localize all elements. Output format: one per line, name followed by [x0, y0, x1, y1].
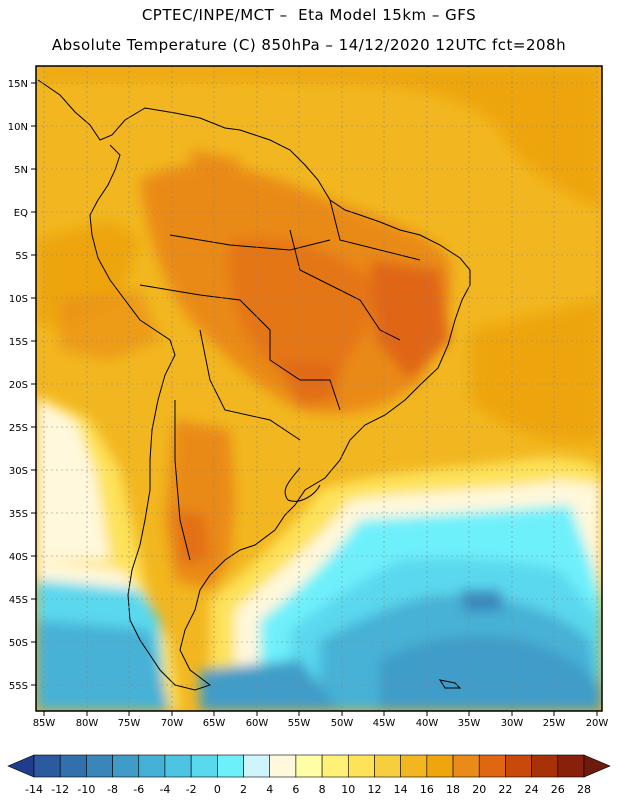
colorbar-cell [478, 754, 506, 778]
colorbar-low-arrow [7, 754, 35, 778]
lon-label: 55W [288, 718, 311, 729]
lat-label: 25S [9, 423, 28, 434]
colorbar-label: 6 [292, 783, 299, 796]
colorbar-label: -14 [25, 783, 43, 796]
colorbar-cell [426, 754, 454, 778]
lat-label: 10S [9, 294, 28, 305]
lat-label: 55S [9, 681, 28, 692]
axis-ticks [31, 82, 598, 716]
colorbar-cell [86, 754, 113, 778]
graticule [36, 66, 602, 711]
colorbar-label: -10 [77, 783, 95, 796]
colorbar-cell [138, 754, 166, 778]
lon-label: 40W [416, 718, 439, 729]
lat-label: 45S [9, 595, 28, 606]
temperature-field [36, 66, 602, 711]
lat-label: 50S [9, 638, 28, 649]
colorbar-cell [347, 754, 375, 778]
colorbar-label: 24 [525, 783, 539, 796]
lat-label: EQ [14, 208, 28, 219]
map-frame [35, 65, 603, 712]
lon-label: 60W [246, 718, 269, 729]
colorbar-cell [190, 754, 218, 778]
colorbar-label: 28 [577, 783, 591, 796]
lat-label: 20S [9, 380, 28, 391]
colorbar-cell [531, 754, 559, 778]
colorbar-cell [321, 754, 349, 778]
lat-label: 40S [9, 552, 28, 563]
title-line-2: Absolute Temperature (C) 850hPa – 14/12/… [51, 36, 567, 54]
colorbar-cell [217, 754, 244, 778]
lon-label: 70W [161, 718, 184, 729]
colorbar-cell [400, 754, 428, 778]
colorbar-cell [374, 754, 401, 778]
lon-label: 85W [33, 718, 56, 729]
colorbar-label: -12 [51, 783, 69, 796]
colorbar-label: 10 [341, 783, 355, 796]
colorbar-cell [112, 754, 140, 778]
coastline [37, 79, 471, 691]
colorbar-label: 8 [319, 783, 326, 796]
colorbar-cell [164, 754, 192, 778]
lon-label: 80W [76, 718, 99, 729]
colorbar-label: -6 [133, 783, 144, 796]
lat-label: 30S [9, 466, 28, 477]
colorbar-cell [269, 754, 297, 778]
colorbar-label: -4 [159, 783, 170, 796]
longitude-labels: 85W 80W 75W 70W 65W 60W 55W 50W 45W 40W … [33, 718, 609, 729]
colorbar-label: 18 [446, 783, 460, 796]
colorbar-cell [557, 754, 585, 778]
colorbar: -14 -12 -10 -8 -6 -4 -2 0 2 4 6 8 10 12 14 16 18 20 22 24 26… [7, 754, 611, 796]
colorbar-label: 26 [551, 783, 565, 796]
colorbar-label: 2 [240, 783, 247, 796]
lat-label: 15N [8, 79, 28, 90]
colorbar-label: 14 [394, 783, 408, 796]
colorbar-cell [505, 754, 532, 778]
lon-label: 50W [331, 718, 354, 729]
title-line-1: CPTEC/INPE/MCT – Eta Model 15km – GFS [141, 6, 477, 24]
colorbar-label: 16 [420, 783, 434, 796]
lon-label: 25W [543, 718, 566, 729]
colorbar-cell [33, 754, 61, 778]
colorbar-label: -2 [186, 783, 197, 796]
colorbar-cell [295, 754, 323, 778]
colorbar-cell [59, 754, 87, 778]
colorbar-label: 0 [214, 783, 221, 796]
lat-label: 10N [8, 122, 28, 133]
colorbar-label: -8 [107, 783, 118, 796]
lat-label: 5S [15, 251, 28, 262]
colorbar-label: 22 [498, 783, 512, 796]
lon-label: 30W [501, 718, 524, 729]
lon-label: 20W [586, 718, 609, 729]
latitude-labels: 15N 10N 5N EQ 5S 10S 15S 20S 25S 30S 35S… [8, 79, 28, 692]
lat-label: 5N [14, 165, 28, 176]
colorbar-cell [452, 754, 480, 778]
lon-label: 35W [458, 718, 481, 729]
lon-label: 75W [118, 718, 141, 729]
colorbar-cell [243, 754, 271, 778]
lon-label: 65W [203, 718, 226, 729]
lon-label: 45W [373, 718, 396, 729]
colorbar-label: 20 [472, 783, 486, 796]
colorbar-high-arrow [583, 754, 611, 778]
lat-label: 35S [9, 509, 28, 520]
colorbar-label: 12 [367, 783, 381, 796]
colorbar-label: 4 [266, 783, 273, 796]
lat-label: 15S [9, 337, 28, 348]
